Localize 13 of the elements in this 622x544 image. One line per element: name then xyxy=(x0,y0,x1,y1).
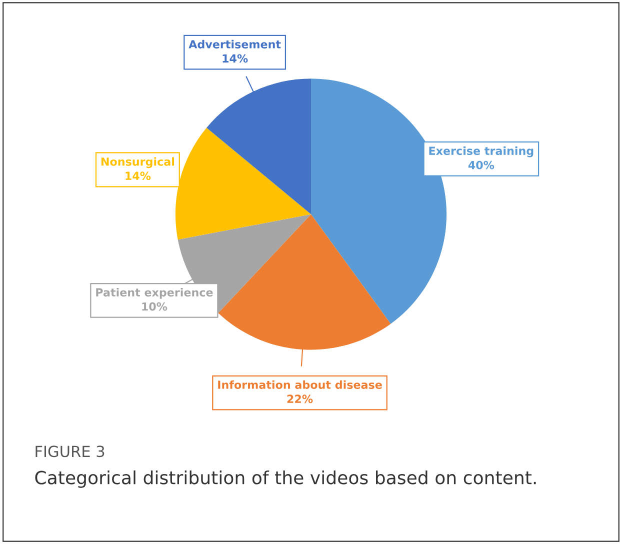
text: Categorical distribution of the videos based on content. xyxy=(35,470,536,488)
slice-label: Nonsurgical xyxy=(101,157,174,168)
data-label: 10% xyxy=(142,302,168,311)
slice-label: Patient experience xyxy=(96,288,213,299)
slice-label: Advertisement xyxy=(188,40,281,48)
slice-label: Exercise training xyxy=(429,146,534,158)
caption: FIGURE 3 xyxy=(36,446,104,458)
slice-label: Information about disease xyxy=(218,380,382,389)
pie-slice xyxy=(206,78,311,214)
data-label: 14% xyxy=(222,54,248,63)
data-label: 22% xyxy=(287,394,313,404)
data-label: 40% xyxy=(468,160,494,170)
data-label: 14% xyxy=(126,172,151,180)
